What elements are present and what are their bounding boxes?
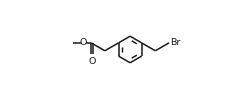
Text: Br: Br — [170, 38, 181, 47]
Text: O: O — [80, 38, 87, 47]
Text: O: O — [88, 57, 96, 66]
